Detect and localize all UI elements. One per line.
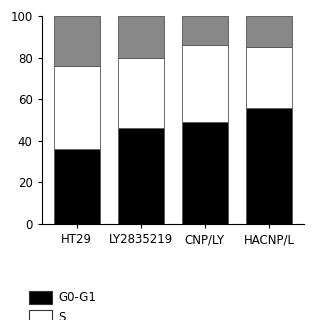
Bar (182, 16, 228, 45)
Bar (53, 66, 100, 149)
Bar (118, 58, 164, 128)
Bar (182, 122, 228, 224)
Bar (53, 16, 100, 66)
Bar (118, 16, 164, 58)
Bar (246, 16, 292, 47)
Bar (53, 149, 100, 224)
Bar (118, 128, 164, 224)
Legend: G0-G1, S, G2-M: G0-G1, S, G2-M (27, 288, 99, 320)
Bar (246, 108, 292, 224)
Bar (182, 45, 228, 122)
Bar (246, 47, 292, 108)
